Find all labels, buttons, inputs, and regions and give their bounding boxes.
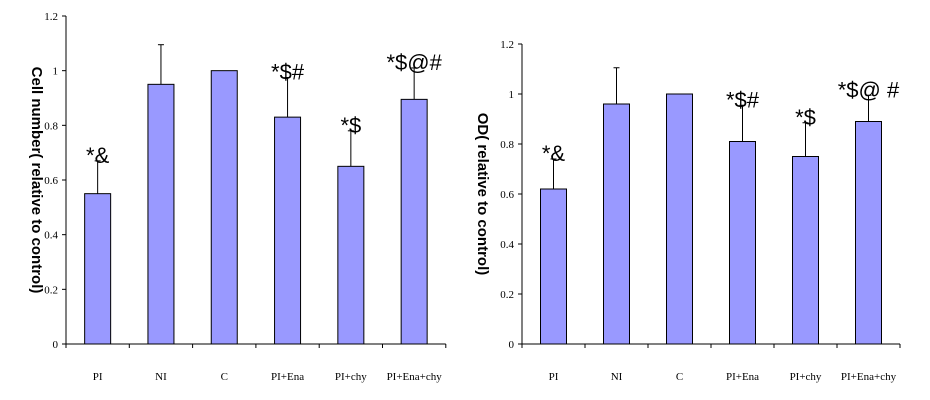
- y-tick-label: 0.8: [500, 139, 514, 151]
- y-tick-label: 0.2: [500, 289, 514, 301]
- significance-label: *$#: [271, 60, 305, 85]
- significance-label: *$@#: [386, 50, 442, 75]
- y-tick-label: 0.6: [500, 189, 514, 201]
- bar-c: [210, 70, 238, 345]
- bar-ni: [147, 83, 175, 345]
- y-tick-label: 1: [53, 66, 59, 78]
- x-category-label: PI: [93, 371, 103, 383]
- x-category-label: PI: [549, 371, 559, 383]
- significance-label: *$: [795, 105, 816, 130]
- significance-label: *$: [340, 113, 361, 138]
- bar-pi-ena: [274, 116, 302, 345]
- x-category-label: PI+Ena: [726, 371, 759, 383]
- y-axis-label: Cell number( relative to control): [28, 67, 45, 294]
- x-category-label: NI: [611, 371, 623, 383]
- significance-label: *&: [86, 143, 110, 168]
- bar-pi: [84, 193, 112, 345]
- y-tick-label: 0.4: [500, 239, 514, 251]
- cell-number-chart: 0 0.2 0.4 0.6 0.8 1 1.2 Cell number( relative t…: [28, 11, 447, 383]
- bar-pi-ena: [729, 141, 756, 345]
- x-category-label: PI+Ena: [271, 371, 304, 383]
- od-chart: 0 0.2 0.4 0.6 0.8 1 1.2 OD( relative to control…: [474, 39, 901, 383]
- x-category-label: C: [221, 371, 228, 383]
- bar-pi-ena-chy: [400, 98, 428, 345]
- bar-c: [666, 93, 693, 345]
- x-category-label: C: [676, 371, 683, 383]
- significance-label: *$#: [726, 87, 760, 112]
- y-tick-label: 0: [509, 339, 515, 351]
- y-tick-label: 0.4: [44, 230, 58, 242]
- x-category-label: PI+chy: [335, 371, 367, 383]
- y-tick-label: 0.2: [44, 284, 58, 296]
- y-tick-label: 1.2: [500, 39, 514, 51]
- significance-label: *&: [542, 141, 566, 166]
- bar-pi-ena-chy: [855, 121, 882, 345]
- y-tick-label: 0: [53, 339, 59, 351]
- x-category-label: PI+chy: [790, 371, 822, 383]
- bar-pi: [540, 188, 567, 345]
- bar-pi-chy: [792, 156, 819, 345]
- y-tick-label: 0.8: [44, 120, 58, 132]
- bar-pi-chy: [337, 165, 365, 345]
- bar-ni: [603, 103, 630, 345]
- x-category-label: PI+Ena+chy: [387, 371, 443, 383]
- y-tick-label: 1: [509, 89, 515, 101]
- y-tick-label: 1.2: [44, 11, 58, 23]
- significance-label: *$@ #: [838, 77, 900, 102]
- y-axis-label: OD( relative to control): [474, 113, 491, 276]
- y-tick-label: 0.6: [44, 175, 58, 187]
- x-category-label: PI+Ena+chy: [841, 371, 897, 383]
- x-category-label: NI: [155, 371, 167, 383]
